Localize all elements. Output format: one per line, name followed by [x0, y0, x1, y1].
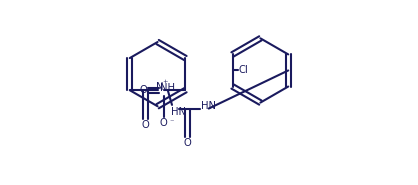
Text: HN: HN — [171, 107, 186, 117]
Text: O: O — [140, 85, 148, 95]
Text: O: O — [142, 120, 149, 130]
Text: NH: NH — [161, 83, 176, 93]
Text: O: O — [160, 118, 168, 128]
Text: +: + — [162, 79, 168, 84]
Text: ⁻: ⁻ — [170, 118, 174, 127]
Text: O: O — [184, 138, 191, 148]
Text: N: N — [156, 83, 164, 92]
Text: Cl: Cl — [238, 65, 248, 75]
Text: HN: HN — [201, 101, 217, 111]
